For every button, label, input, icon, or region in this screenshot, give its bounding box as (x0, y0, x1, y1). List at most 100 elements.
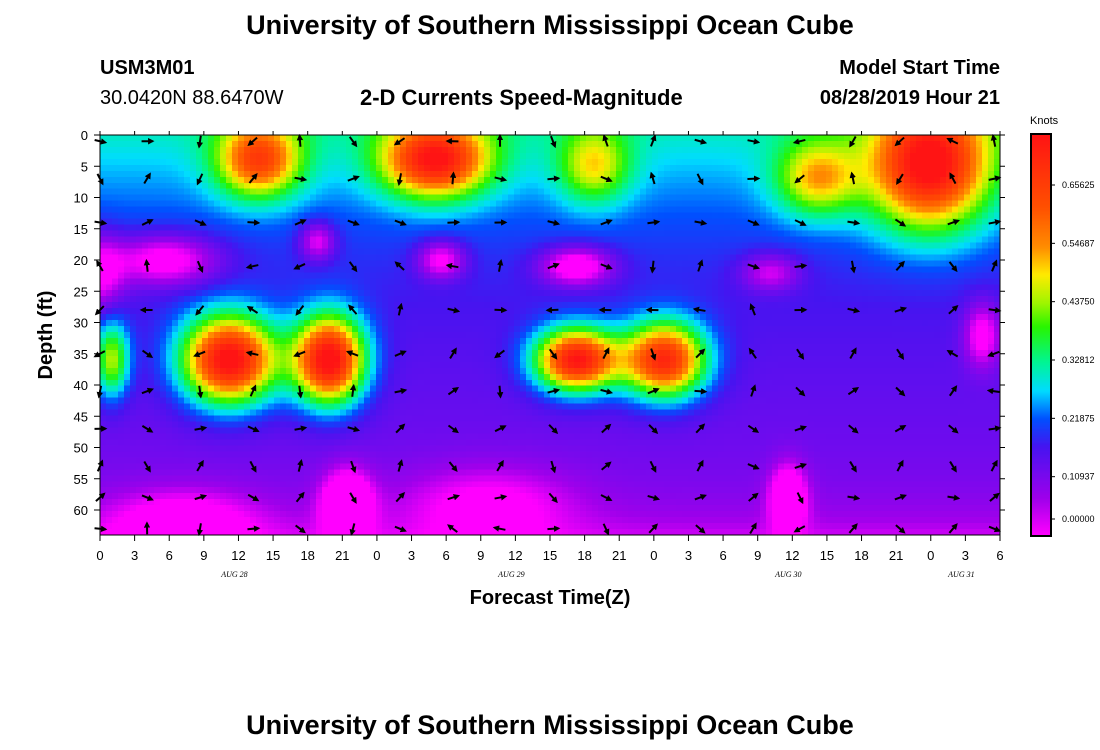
current-vector-arrow (648, 523, 658, 534)
current-vector-arrow (948, 385, 958, 397)
x-date-label: AUG 30 (774, 570, 801, 579)
x-date-label: AUG 29 (497, 570, 524, 579)
x-tick-label: 9 (200, 548, 207, 563)
current-vector-arrow (348, 136, 358, 148)
current-vector-arrow (749, 303, 756, 316)
current-vector-arrow (196, 260, 204, 274)
current-vector-arrow (600, 388, 614, 395)
current-vector-arrow (649, 260, 657, 274)
x-tick-label: 3 (962, 548, 969, 563)
y-tick-label: 55 (74, 472, 88, 487)
y-tick-label: 40 (74, 378, 88, 393)
current-vector-arrow (792, 138, 806, 145)
x-tick-label: 0 (650, 548, 657, 563)
current-vector-arrow (895, 260, 905, 272)
current-vector-arrow (849, 461, 857, 473)
current-vector-arrow (894, 136, 905, 147)
current-vector-arrow (749, 522, 757, 534)
current-vector-arrow (694, 219, 708, 226)
current-vector-arrow (600, 494, 613, 501)
plot-title: 2-D Currents Speed-Magnitude (360, 85, 683, 110)
current-vector-arrow (794, 174, 805, 184)
x-tick-label: 12 (508, 548, 522, 563)
x-tick-label: 12 (785, 548, 799, 563)
current-vector-arrow (948, 424, 959, 434)
current-vector-arrow (849, 171, 856, 185)
current-vector-arrow (848, 424, 859, 434)
current-vector-arrow (796, 348, 805, 360)
current-vector-arrow (949, 461, 957, 473)
current-vector-arrow (988, 219, 1002, 226)
current-vector-arrow (696, 459, 704, 472)
current-vector-arrow (547, 175, 561, 182)
current-vector-arrow (297, 459, 304, 472)
current-vector-arrow (394, 261, 405, 271)
current-vector-arrow (246, 305, 259, 314)
current-vector-arrow (141, 349, 154, 359)
current-vector-arrow (394, 387, 408, 395)
current-vector-arrow (947, 219, 960, 226)
current-vector-arrow (395, 492, 406, 503)
current-vector-arrow (894, 218, 907, 227)
current-vector-arrow (990, 133, 998, 147)
current-vector-arrow (494, 425, 507, 433)
current-vector-arrow (447, 219, 461, 226)
current-vector-arrow (295, 305, 305, 316)
current-vector-arrow (350, 460, 357, 474)
current-vector-arrow (894, 494, 907, 501)
current-vector-arrow (445, 262, 459, 270)
current-vector-arrow (547, 387, 561, 395)
current-vector-arrow (346, 350, 359, 357)
current-vector-arrow (794, 425, 807, 432)
current-vector-arrow (394, 350, 407, 357)
current-vector-arrow (694, 388, 708, 395)
current-vector-arrow (695, 348, 706, 359)
current-vector-arrow (247, 219, 261, 226)
current-vector-arrow (895, 524, 906, 534)
current-vector-arrow (141, 494, 154, 501)
current-vector-arrow (194, 425, 208, 432)
x-tick-label: 6 (166, 548, 173, 563)
current-vector-arrow (141, 219, 154, 226)
station-id: USM3M01 (100, 57, 195, 79)
current-vector-arrow (948, 305, 959, 315)
current-vector-arrow (650, 348, 657, 361)
colorbar-tick-label: 0.32812 (1062, 355, 1095, 365)
current-vector-arrow (293, 263, 306, 270)
current-vector-arrow (547, 262, 560, 270)
current-vector-arrow (694, 494, 707, 501)
current-vector-arrow (494, 175, 508, 183)
current-vector-arrow (948, 523, 958, 534)
current-vector-arrow (847, 494, 861, 501)
current-vector-arrow (692, 306, 706, 313)
x-tick-label: 0 (96, 548, 103, 563)
current-vector-arrow (295, 491, 305, 503)
colorbar-tick-label: 0.54687 (1062, 238, 1095, 248)
current-vector-arrow (395, 423, 406, 434)
x-tick-label: 18 (854, 548, 868, 563)
x-tick-label: 6 (443, 548, 450, 563)
current-vector-arrow (747, 263, 760, 270)
current-vector-arrow (602, 523, 610, 536)
current-vector-arrow (247, 425, 260, 433)
current-vector-arrow (447, 386, 460, 396)
current-vector-arrow (447, 307, 461, 314)
current-vector-arrow (294, 175, 308, 183)
current-vector-arrow (795, 386, 806, 397)
current-vector-arrow (601, 461, 612, 471)
current-vector-arrow (496, 385, 504, 399)
colorbar-gradient (1032, 135, 1050, 535)
current-vector-arrow (194, 494, 208, 501)
current-vector-arrow (946, 137, 959, 145)
current-vector-arrow (393, 137, 406, 146)
current-vector-arrow (949, 172, 957, 185)
current-vector-arrow (196, 385, 204, 399)
current-vector-arrow (348, 304, 358, 315)
current-vector-arrow (748, 492, 759, 502)
x-tick-label: 15 (266, 548, 280, 563)
x-tick-label: 21 (889, 548, 903, 563)
current-vector-arrow (547, 219, 561, 226)
y-tick-label: 60 (74, 503, 88, 518)
x-tick-label: 18 (300, 548, 314, 563)
